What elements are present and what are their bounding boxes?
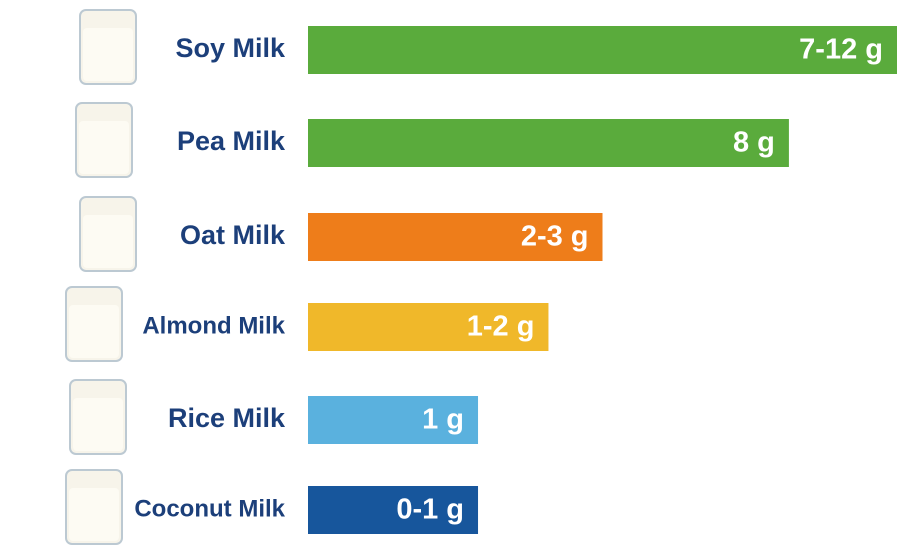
milk [69, 488, 119, 541]
bar [308, 213, 603, 261]
category-label: Coconut Milk [134, 495, 285, 522]
bar [308, 119, 789, 167]
value-label: 1-2 g [467, 311, 535, 343]
category-label: Almond Milk [142, 312, 285, 339]
category-label: Soy Milk [175, 33, 286, 63]
bar [308, 396, 479, 444]
value-label: 8 g [733, 127, 775, 159]
milk [83, 215, 133, 268]
milk [83, 28, 133, 81]
bar [308, 486, 479, 534]
category-label: Oat Milk [180, 220, 286, 250]
value-label: 1 g [422, 404, 464, 436]
value-label: 7-12 g [799, 34, 883, 66]
value-label: 2-3 g [521, 221, 589, 253]
category-label: Pea Milk [177, 126, 286, 156]
bar [308, 26, 897, 74]
bar [308, 303, 549, 351]
category-label: Rice Milk [168, 403, 286, 433]
milk [69, 305, 119, 358]
milk [79, 121, 129, 174]
value-label: 0-1 g [396, 494, 464, 526]
milk [73, 398, 123, 451]
